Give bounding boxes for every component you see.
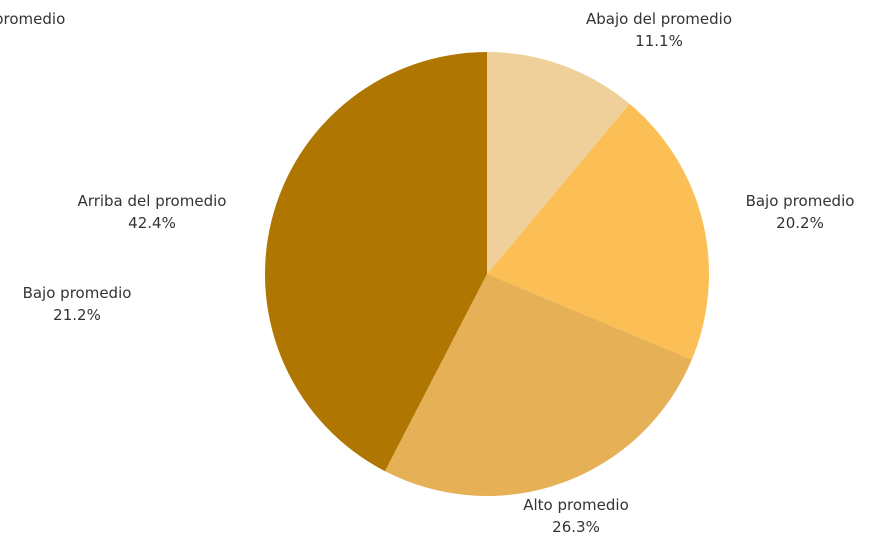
slice-label-abajo-del-promedio: Abajo del promedio bbox=[586, 10, 732, 28]
detached-labels: promedio Bajo promedio 21.2% bbox=[0, 10, 131, 324]
detached-label-bajo-promedio: Bajo promedio bbox=[23, 284, 132, 302]
slice-value-abajo-del-promedio: 11.1% bbox=[635, 32, 683, 50]
slice-value-bajo-promedio: 20.2% bbox=[776, 214, 824, 232]
slice-label-alto-promedio: Alto promedio bbox=[523, 496, 629, 514]
pie-labels: Abajo del promedio 11.1% Bajo promedio 20.2… bbox=[78, 10, 855, 536]
detached-label-bajo-promedio-percent: 21.2% bbox=[53, 306, 101, 324]
pie-slice-bajo-promedio bbox=[487, 103, 709, 360]
slice-label-bajo-promedio: Bajo promedio bbox=[746, 192, 855, 210]
pie-slice-arriba-del-promedio bbox=[264, 52, 487, 472]
detached-label-promedio: promedio bbox=[0, 10, 65, 28]
slice-label-arriba-del-promedio: Arriba del promedio bbox=[78, 192, 227, 210]
pie-slice-alto-promedio bbox=[384, 274, 692, 497]
slice-value-alto-promedio: 26.3% bbox=[552, 518, 600, 536]
pie-slices bbox=[264, 52, 709, 497]
pie-slice-abajo-del-promedio bbox=[487, 52, 630, 274]
slice-value-arriba-del-promedio: 42.4% bbox=[128, 214, 176, 232]
